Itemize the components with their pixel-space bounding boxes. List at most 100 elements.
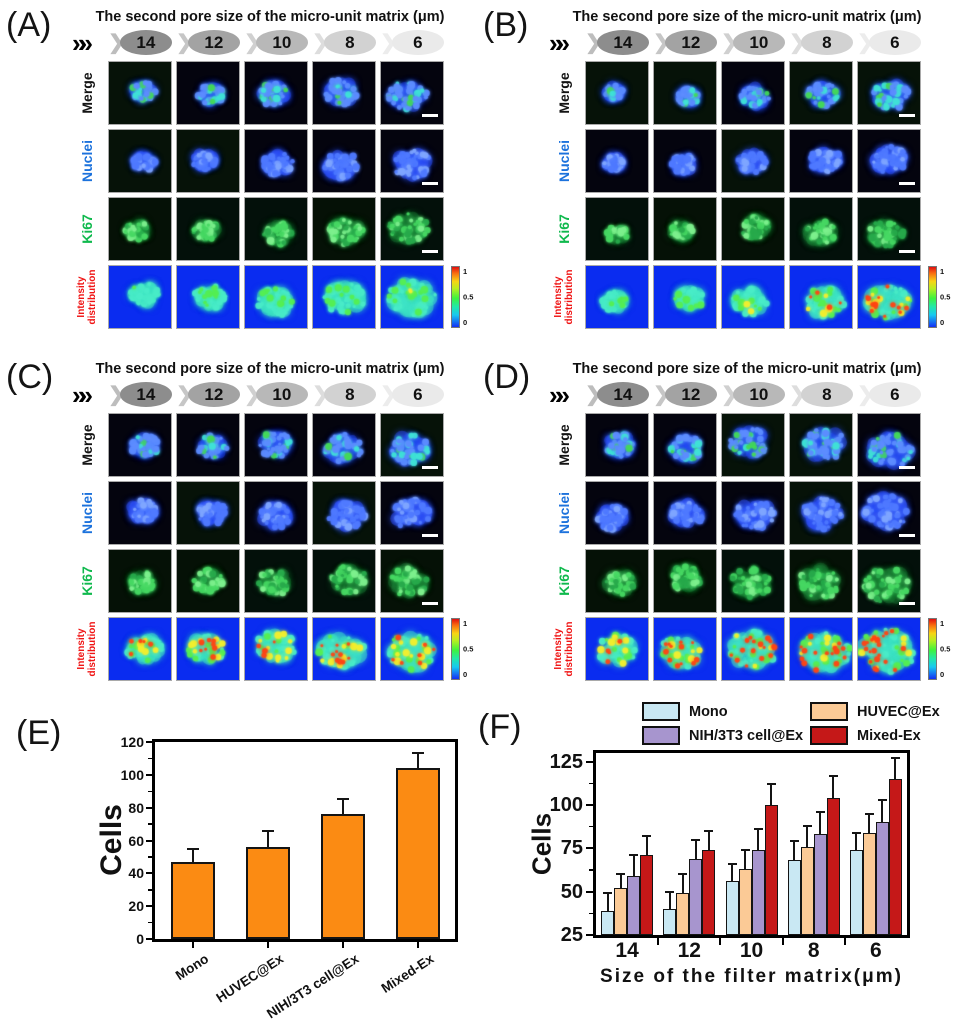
- micro-image-cell: [244, 412, 308, 477]
- micro-image-cell: [721, 196, 785, 261]
- pore-size-item: ❯ 14: [585, 30, 649, 56]
- e-y-tick-label: 80: [128, 799, 144, 816]
- micro-image-nuclei-14um: [586, 481, 648, 544]
- empty-slot: [448, 61, 472, 125]
- empty-slot: [925, 129, 949, 193]
- f-error-cap: [642, 835, 652, 838]
- fast-forward-icon: »»: [72, 379, 93, 410]
- f-bar-Mixed-Ex-8: [826, 798, 840, 935]
- micro-image-ki67-8um: [790, 549, 852, 612]
- colorbar-tick-label: 0: [463, 317, 468, 327]
- micro-image-cell: [312, 128, 376, 193]
- micro-image-intensity-8um: [313, 617, 375, 680]
- e-error-cap: [262, 829, 274, 832]
- micro-image-cell: [176, 196, 240, 261]
- legend-item-Mono: Mono: [642, 702, 810, 721]
- e-bar-Mixed-Ex: [396, 768, 440, 939]
- e-error-bar: [342, 799, 344, 815]
- colorbar-tick-label: 0: [940, 669, 945, 679]
- micro-image-merge-8um: [790, 61, 852, 124]
- scale-bar: [422, 181, 438, 185]
- row-label-merge: Merge: [547, 413, 581, 477]
- e-y-minor-tick: [148, 757, 152, 760]
- f-error-cap: [603, 892, 613, 895]
- f-x-category-label: 10: [739, 939, 764, 962]
- micro-image-merge-10um: [245, 61, 307, 124]
- row-label-text: Intensity distribution: [552, 269, 575, 325]
- e-plot-area: [152, 739, 458, 942]
- pore-size-ellipse: 14: [596, 30, 649, 56]
- micro-image-cell: [108, 60, 172, 125]
- micro-image-cell: [312, 548, 376, 613]
- micro-image-cell: [653, 264, 717, 329]
- chevron-right-icon: ❯: [244, 31, 261, 54]
- micro-image-intensity-6um: [381, 617, 443, 680]
- f-error-bar: [881, 799, 884, 823]
- legend-swatch: [642, 702, 680, 721]
- pore-size-item: ❯ 6: [380, 382, 444, 408]
- pore-size-item: ❯ 8: [789, 30, 853, 56]
- empty-slot: [448, 129, 472, 193]
- f-error-cap: [789, 840, 799, 843]
- f-error-cap: [691, 838, 701, 841]
- scale-bar: [899, 249, 915, 253]
- micro-image-cell: [585, 128, 649, 193]
- row-label-text: Nuclei: [79, 139, 95, 182]
- f-error-bar: [744, 850, 746, 870]
- colorbar-tick-label: 1: [463, 618, 468, 628]
- micro-image-nuclei-8um: [313, 129, 375, 192]
- legend-item-NIH/3T3 cell@Ex: NIH/3T3 cell@Ex: [642, 726, 810, 745]
- f-bar-HUVEC@Ex-12: [676, 893, 690, 935]
- empty-slot: [448, 549, 472, 613]
- e-error-cap: [187, 847, 199, 850]
- panel-header: The second pore size of the micro-unit m…: [70, 0, 477, 57]
- micro-image-cell: [108, 128, 172, 193]
- micro-image-merge-6um: [381, 413, 443, 476]
- f-bar-Mono-12: [663, 909, 677, 935]
- pore-size-item: ❯ 10: [244, 30, 308, 56]
- micro-image-ki67-14um: [586, 197, 648, 260]
- f-bar-NIH/3T3 cell@Ex-12: [689, 858, 703, 935]
- micro-image-ki67-14um: [109, 197, 171, 260]
- micro-image-cell: [721, 616, 785, 681]
- pore-size-item: ❯ 8: [312, 382, 376, 408]
- pore-size-item: ❯ 12: [176, 382, 240, 408]
- f-x-category-label: 14: [615, 939, 639, 962]
- micro-image-merge-10um: [722, 413, 784, 476]
- scale-bar: [899, 601, 915, 605]
- f-y-tick-label: 125: [549, 750, 583, 773]
- chevron-right-icon: ❯: [380, 383, 397, 406]
- scale-bar: [899, 465, 915, 469]
- f-error-cap: [753, 828, 763, 831]
- colorbar-tick-label: 0: [940, 317, 945, 327]
- row-label-nuclei: Nuclei: [70, 129, 104, 193]
- micro-image-cell: [176, 616, 240, 681]
- micro-image-merge-12um: [654, 61, 716, 124]
- micro-image-cell: [789, 196, 853, 261]
- pore-size-ellipse: 8: [323, 30, 376, 56]
- legend-swatch: [642, 726, 680, 745]
- scale-bar: [422, 113, 438, 117]
- panel-header: The second pore size of the micro-unit m…: [547, 0, 955, 57]
- micro-image-cell: [789, 548, 853, 613]
- micro-image-ki67-10um: [722, 197, 784, 260]
- micro-image-cell: [789, 264, 853, 329]
- f-bar-Mixed-Ex-6: [888, 779, 902, 935]
- micro-image-cell: [857, 60, 921, 125]
- e-y-tick-label: 20: [128, 898, 144, 915]
- row-label-nuclei: Nuclei: [547, 481, 581, 545]
- f-error-cap: [665, 890, 675, 893]
- pore-size-item: ❯ 10: [244, 382, 308, 408]
- micro-image-cell: [312, 616, 376, 681]
- colorbar-slot: 1 0.5 0: [448, 265, 473, 329]
- micro-image-ki67-10um: [245, 197, 307, 260]
- row-label-text: Nuclei: [556, 139, 572, 182]
- f-y-tick-mark: [586, 934, 593, 936]
- micro-image-nuclei-12um: [177, 129, 239, 192]
- e-error-bar: [417, 753, 419, 769]
- intensity-colorbar: [451, 617, 460, 680]
- micro-panel-D: (D) The second pore size of the micro-uni…: [477, 352, 955, 700]
- micro-image-cell: [857, 548, 921, 613]
- e-bar-NIH/3T3 cell@Ex: [321, 814, 365, 939]
- panel-title: The second pore size of the micro-unit m…: [95, 9, 445, 25]
